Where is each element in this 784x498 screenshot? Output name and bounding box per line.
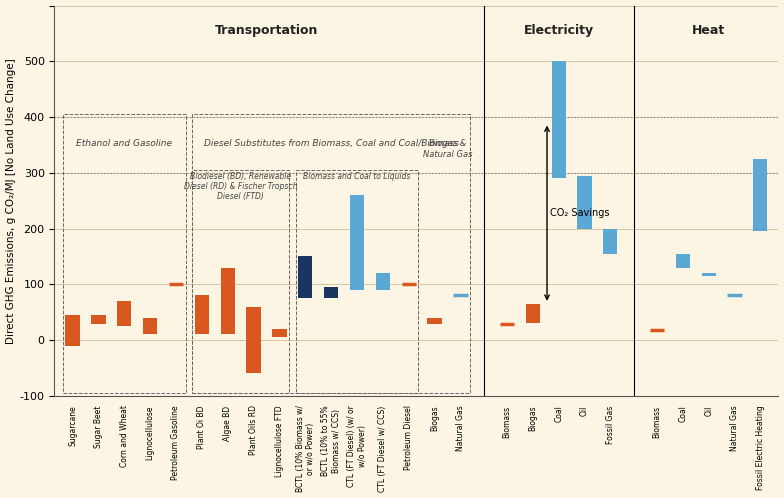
Bar	[220, 267, 234, 335]
Bar	[577, 176, 592, 229]
Bar	[63, 114, 186, 393]
Text: Biomass and Coal to Liquids: Biomass and Coal to Liquids	[303, 172, 411, 181]
Bar	[143, 318, 158, 335]
Bar	[552, 61, 566, 178]
Bar	[246, 307, 260, 374]
Bar	[526, 304, 540, 323]
Text: Heat: Heat	[692, 24, 725, 37]
Bar	[427, 318, 441, 324]
Text: Biodiesel (BD), Renewable
Diesel (RD) & Fischer Tropsch
Diesel (FTD): Biodiesel (BD), Renewable Diesel (RD) & …	[184, 172, 297, 202]
Text: Diesel Substitutes from Biomass, Coal and Coal/Biomass: Diesel Substitutes from Biomass, Coal an…	[204, 139, 459, 148]
Bar	[350, 195, 364, 290]
Bar	[194, 295, 209, 335]
Text: Transportation: Transportation	[215, 24, 318, 37]
Text: Electricity: Electricity	[524, 24, 593, 37]
Text: Ethanol and Gasoline: Ethanol and Gasoline	[76, 139, 172, 148]
Bar	[296, 170, 419, 393]
Bar	[324, 287, 338, 298]
Bar	[272, 329, 286, 337]
Text: Biogas &
Natural Gas: Biogas & Natural Gas	[423, 139, 472, 159]
Bar	[117, 301, 132, 326]
Bar	[702, 273, 716, 276]
Text: CO₂ Savings: CO₂ Savings	[550, 208, 610, 218]
Bar	[603, 229, 618, 253]
Bar	[298, 256, 312, 298]
Bar	[65, 315, 80, 346]
Bar	[376, 273, 390, 290]
Bar	[753, 159, 768, 231]
Bar	[192, 170, 289, 393]
Y-axis label: Direct GHG Emissions, g CO₂/MJ [No Land Use Change]: Direct GHG Emissions, g CO₂/MJ [No Land …	[5, 58, 16, 344]
Bar	[676, 253, 690, 267]
Bar	[91, 315, 106, 324]
Bar	[192, 114, 470, 393]
